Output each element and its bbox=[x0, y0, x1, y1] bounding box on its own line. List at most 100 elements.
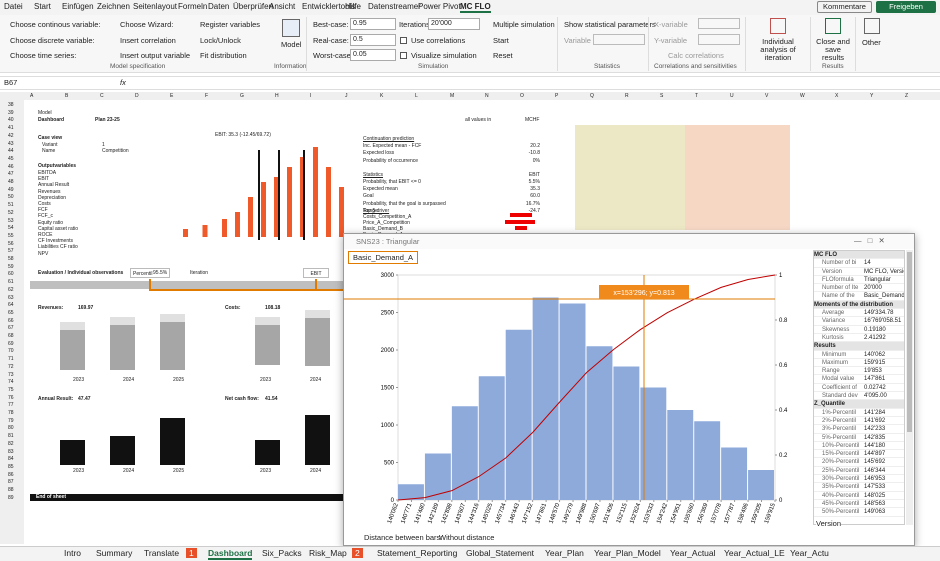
sheet-tab[interactable]: Statement_Reporting bbox=[377, 548, 458, 558]
ribbon-button[interactable]: Choose continous variable: bbox=[10, 20, 101, 29]
property-row[interactable]: Coefficient of 0.02742 bbox=[814, 384, 904, 393]
ribbon-button[interactable]: Fit distribution bbox=[200, 51, 247, 60]
input-cell[interactable]: EBIT bbox=[303, 268, 329, 278]
property-row[interactable]: Range 19'853 bbox=[814, 367, 904, 376]
ribbon-button[interactable]: Reset bbox=[493, 51, 513, 60]
tab-badge[interactable]: 1 bbox=[186, 548, 197, 558]
share-button[interactable]: Freigeben bbox=[876, 1, 936, 13]
ribbon-button[interactable]: Lock/Unlock bbox=[200, 36, 241, 45]
ribbon-button[interactable]: Show statistical parameters bbox=[564, 20, 656, 29]
tab-badge[interactable]: 2 bbox=[352, 548, 363, 558]
property-row[interactable]: Modal value 147'861 bbox=[814, 375, 904, 384]
row-number: 83 bbox=[8, 448, 14, 455]
input[interactable]: 0.5 bbox=[350, 34, 396, 46]
checkbox[interactable] bbox=[400, 52, 407, 59]
sheet-tab[interactable]: Year_Actual_LE bbox=[724, 548, 785, 558]
ribbon-button[interactable]: Individual analysis of iteration bbox=[760, 37, 796, 62]
sheet-tab[interactable]: Dashboard bbox=[208, 548, 253, 560]
property-row[interactable]: 40%-Percentil 148'025 bbox=[814, 492, 904, 500]
menu-tab[interactable]: Ansicht bbox=[269, 2, 296, 11]
sheet-tab[interactable]: Risk_Map bbox=[309, 548, 347, 558]
model-button[interactable]: Model bbox=[281, 40, 302, 49]
property-row[interactable]: 2%-Percentil 141'692 bbox=[814, 417, 904, 426]
cell: Evaluation / Individual observations bbox=[38, 270, 124, 276]
input[interactable]: 20'000 bbox=[428, 18, 480, 30]
comments-button[interactable]: Kommentare bbox=[817, 1, 872, 13]
ribbon-button[interactable]: Choose discrete variable: bbox=[10, 36, 95, 45]
ribbon-button[interactable]: Multiple simulation bbox=[493, 20, 555, 29]
menu-tab[interactable]: Entwicklertools bbox=[302, 2, 356, 11]
column-letter: N bbox=[485, 93, 489, 99]
property-row[interactable]: 15%-Percentil 144'897 bbox=[814, 450, 904, 459]
property-row[interactable]: Variance 16'769'058.51 bbox=[814, 317, 904, 326]
dropdown[interactable] bbox=[698, 18, 740, 29]
property-row[interactable]: 25%-Percentil 146'344 bbox=[814, 467, 904, 476]
row-number: 85 bbox=[8, 463, 14, 470]
input[interactable]: 0.95 bbox=[350, 18, 396, 30]
property-row[interactable]: 1%-Percentil 141'284 bbox=[814, 409, 904, 417]
menu-tab[interactable]: Datenstreamer bbox=[368, 2, 421, 11]
property-row[interactable]: 50%-Percentil 149'063 bbox=[814, 508, 904, 517]
window-controls[interactable]: — □ ✕ bbox=[854, 236, 885, 245]
property-row[interactable]: Average 149'334.78 bbox=[814, 309, 904, 318]
ribbon-button[interactable]: Calc correlations bbox=[668, 51, 724, 60]
menu-tab[interactable]: MC FLO bbox=[460, 2, 491, 13]
property-row[interactable]: 45%-Percentil 148'563 bbox=[814, 500, 904, 509]
ribbon-button[interactable]: Other bbox=[862, 38, 881, 47]
menu-tab[interactable]: Power Pivot bbox=[418, 2, 461, 11]
property-row[interactable]: 5%-Percentil 142'835 bbox=[814, 434, 904, 442]
checkbox[interactable] bbox=[400, 37, 407, 44]
menu-tab[interactable]: Einfügen bbox=[62, 2, 94, 11]
ribbon-button[interactable]: Choose time series: bbox=[10, 51, 77, 60]
property-row[interactable]: Number of bi 14 bbox=[814, 259, 904, 268]
menu-tab[interactable]: Seitenlayout bbox=[133, 2, 178, 11]
sheet-tab[interactable]: Summary bbox=[96, 548, 133, 558]
property-value: MC FLO, Versio bbox=[864, 268, 905, 275]
sheet-tab[interactable]: Translate bbox=[144, 548, 180, 558]
scrollbar[interactable] bbox=[906, 250, 913, 525]
fx-icon[interactable]: fx bbox=[120, 78, 126, 87]
dropdown[interactable] bbox=[698, 34, 740, 45]
ribbon-button[interactable]: Start bbox=[493, 36, 509, 45]
name-box[interactable]: B67 bbox=[4, 78, 18, 87]
property-row[interactable]: Kurtosis 2.41292 bbox=[814, 334, 904, 343]
column-letter: Z bbox=[905, 93, 909, 99]
property-row[interactable]: Name of the Basic_Demand bbox=[814, 292, 904, 301]
menu-tab[interactable]: Hilfe bbox=[345, 2, 362, 11]
sheet-tab[interactable]: Year_Actu bbox=[790, 548, 829, 558]
sheet-tab[interactable]: Year_Plan_Model bbox=[594, 548, 661, 558]
property-row[interactable]: FLOformula Triangular bbox=[814, 276, 904, 285]
ribbon-button[interactable]: Register variables bbox=[200, 20, 261, 29]
property-row[interactable]: Skewness 0.19180 bbox=[814, 326, 904, 334]
property-row[interactable]: Minimum 140'062 bbox=[814, 351, 904, 359]
ribbon-button[interactable]: Choose Wizard: bbox=[120, 20, 174, 29]
menu-tab[interactable]: Datei bbox=[4, 2, 23, 11]
sheet-tab[interactable]: Year_Actual bbox=[670, 548, 716, 558]
sheet-tab[interactable]: Six_Packs bbox=[262, 548, 302, 558]
property-row[interactable]: 10%-Percentil 144'180 bbox=[814, 442, 904, 451]
ribbon-button[interactable]: Insert output variable bbox=[120, 51, 191, 60]
property-row[interactable]: 35%-Percentil 147'533 bbox=[814, 483, 904, 492]
ribbon-button[interactable]: Insert correlation bbox=[120, 36, 176, 45]
footer-select[interactable]: Without distance bbox=[439, 533, 495, 542]
property-row[interactable]: 3%-Percentil 142'233 bbox=[814, 425, 904, 434]
sheet-tab[interactable]: Year_Plan bbox=[545, 548, 584, 558]
property-row[interactable]: Standard dev 4'095.00 bbox=[814, 392, 904, 401]
property-row[interactable]: Maximum 159'915 bbox=[814, 359, 904, 368]
sheet-tab[interactable]: Intro bbox=[64, 548, 82, 558]
input-cell[interactable]: Percentil bbox=[130, 268, 170, 278]
property-row[interactable]: 20%-Percentil 145'692 bbox=[814, 458, 904, 467]
property-row[interactable]: 30%-Percentil 146'953 bbox=[814, 475, 904, 484]
menu-tab[interactable]: Zeichnen bbox=[97, 2, 130, 11]
input[interactable]: 0.05 bbox=[350, 49, 396, 61]
menu-tab[interactable]: Formeln bbox=[178, 2, 208, 11]
property-row[interactable]: Version MC FLO, Versio bbox=[814, 268, 904, 276]
dropdown[interactable] bbox=[593, 34, 645, 45]
ribbon-button[interactable]: Close and save results bbox=[816, 37, 850, 62]
menu-tab[interactable]: Überprüfen bbox=[233, 2, 274, 11]
property-row[interactable]: Number of Ite 20'000 bbox=[814, 284, 904, 293]
sheet-tab[interactable]: Global_Statement bbox=[466, 548, 535, 558]
menu-tab[interactable]: Daten bbox=[208, 2, 230, 11]
menu-tab[interactable]: Start bbox=[34, 2, 51, 11]
cell: Expected loss bbox=[363, 150, 395, 157]
